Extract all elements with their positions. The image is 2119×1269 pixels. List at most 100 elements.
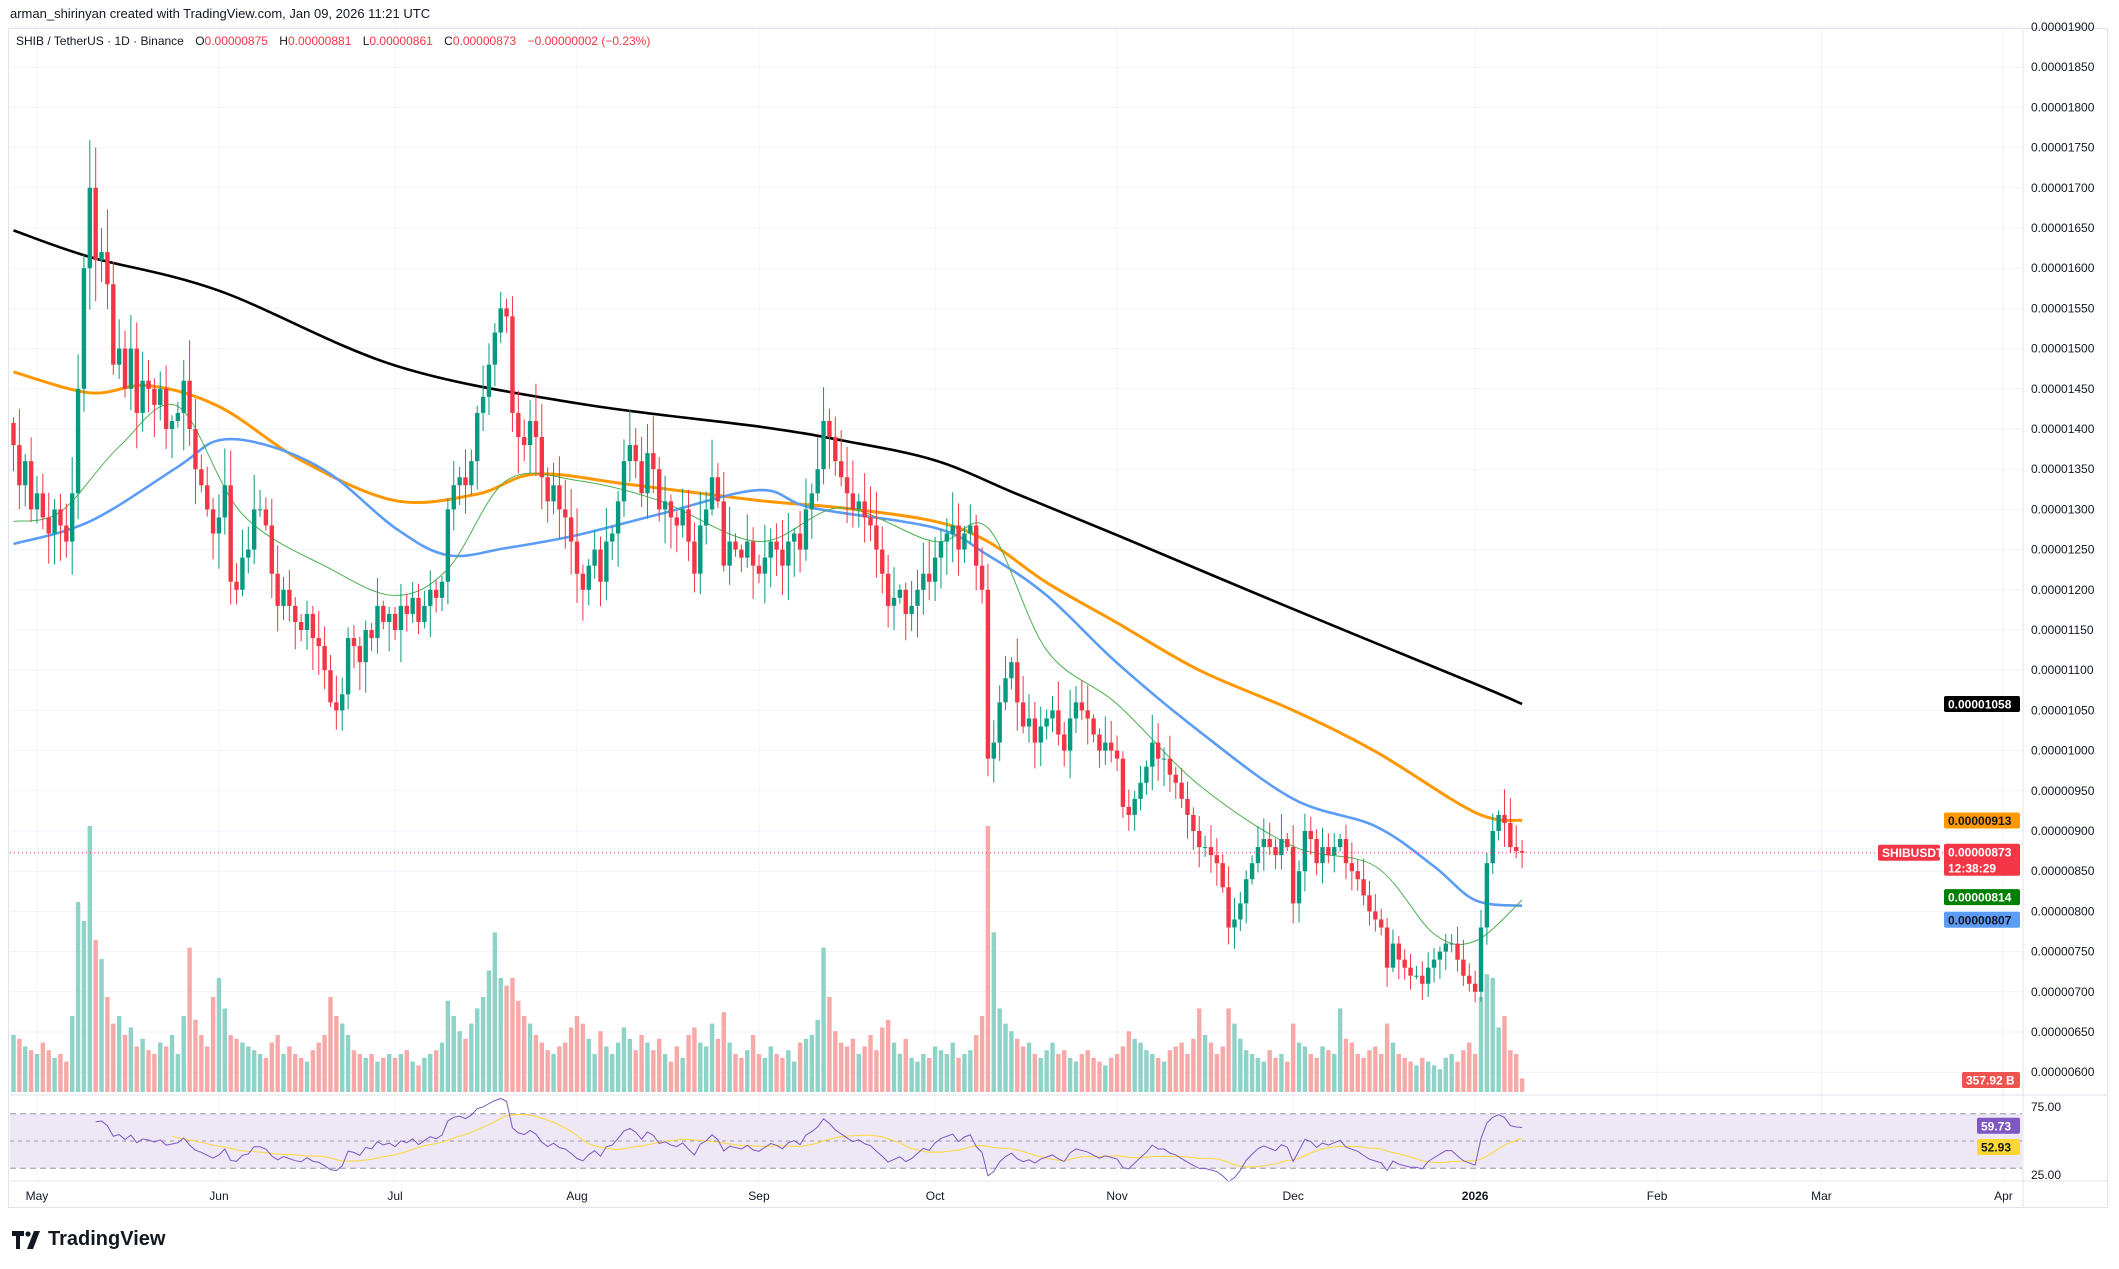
candle-body bbox=[1067, 718, 1073, 751]
candle-body bbox=[504, 308, 509, 317]
rsi-line bbox=[95, 1098, 1523, 1183]
candle-body bbox=[651, 453, 656, 470]
candle-body bbox=[1085, 710, 1090, 719]
volume-bar bbox=[1496, 1027, 1501, 1092]
rsi-ma-tag: 52.93 bbox=[1977, 1139, 2020, 1156]
candle-body bbox=[1232, 919, 1237, 928]
volume-bar bbox=[169, 1035, 175, 1092]
price-axis-label: 0.00000850 bbox=[2031, 864, 2095, 878]
price-axis-label: 0.00001900 bbox=[2031, 20, 2095, 34]
candle-body bbox=[756, 565, 762, 574]
candle-body bbox=[163, 388, 169, 429]
candle-body bbox=[40, 493, 46, 518]
candle bbox=[1067, 689, 1073, 779]
volume-bar bbox=[1226, 1008, 1231, 1092]
volume-bar bbox=[486, 970, 492, 1092]
symbol-tag: SHIBUSDT bbox=[1878, 844, 1944, 861]
candle bbox=[997, 685, 1002, 761]
ma-blue-tag-text: 0.00000807 bbox=[1948, 913, 2012, 927]
volume-bar bbox=[1361, 1057, 1366, 1092]
candle bbox=[222, 448, 228, 535]
candle-body bbox=[70, 493, 75, 542]
volume-bar bbox=[140, 1038, 145, 1092]
candle bbox=[1103, 716, 1108, 765]
volume-bar bbox=[111, 1023, 116, 1092]
close-label: C bbox=[444, 34, 453, 48]
candle bbox=[627, 409, 633, 482]
candle bbox=[927, 540, 932, 601]
candle bbox=[445, 498, 451, 605]
candle-body bbox=[75, 388, 81, 494]
candle bbox=[862, 473, 867, 543]
candle bbox=[1437, 946, 1443, 979]
volume-tag-text: 357.92 B bbox=[1966, 1074, 2015, 1088]
price-axis-label: 0.00001200 bbox=[2031, 583, 2095, 597]
candle-body bbox=[580, 573, 586, 590]
candle-body bbox=[1267, 839, 1272, 848]
candle bbox=[340, 677, 345, 731]
symbol-info[interactable]: SHIB / TetherUS · 1D · Binance bbox=[16, 34, 184, 48]
candle bbox=[310, 605, 316, 670]
volume-bar bbox=[797, 1042, 803, 1092]
time-axis-label: Aug bbox=[566, 1189, 587, 1203]
candle bbox=[1343, 824, 1349, 880]
candle bbox=[1514, 825, 1519, 859]
price-axis-label: 0.00001850 bbox=[2031, 60, 2095, 74]
candle-body bbox=[445, 509, 451, 582]
price-axis-label: 0.00000950 bbox=[2031, 784, 2095, 798]
volume-bar bbox=[698, 1042, 703, 1092]
candle bbox=[680, 488, 685, 538]
candle bbox=[721, 471, 726, 572]
symbol-tag-text: SHIBUSDT bbox=[1882, 846, 1944, 860]
volume-bar bbox=[293, 1054, 298, 1092]
tradingview-logo[interactable]: TradingView bbox=[12, 1228, 165, 1251]
volume-bar bbox=[903, 1038, 908, 1092]
candle bbox=[1308, 816, 1313, 855]
candle-body bbox=[1455, 943, 1460, 960]
candle-body bbox=[480, 396, 486, 413]
candle-body bbox=[639, 461, 644, 494]
candle bbox=[463, 449, 468, 514]
volume-bar bbox=[815, 1019, 820, 1092]
candle-body bbox=[234, 581, 239, 590]
volume-bar bbox=[210, 997, 216, 1092]
volume-bar bbox=[891, 1042, 897, 1092]
candle bbox=[1155, 723, 1161, 781]
candle bbox=[574, 508, 580, 603]
candle-body bbox=[416, 597, 421, 622]
candle bbox=[645, 423, 650, 519]
volume-bar bbox=[1097, 1061, 1102, 1092]
volume-bar bbox=[1185, 1054, 1190, 1092]
candle-body bbox=[985, 589, 991, 759]
candle bbox=[1020, 676, 1026, 734]
candle-body bbox=[251, 509, 257, 550]
candle bbox=[1379, 908, 1384, 936]
candle-body bbox=[563, 509, 568, 518]
volume-bar bbox=[533, 1035, 539, 1092]
candle-body bbox=[1420, 975, 1425, 984]
candle bbox=[786, 512, 791, 601]
candle bbox=[34, 476, 40, 524]
price-axis-label: 0.00000750 bbox=[2031, 945, 2095, 959]
volume-bar bbox=[275, 1035, 280, 1092]
volume-bar bbox=[134, 1046, 139, 1092]
candle-body bbox=[334, 702, 339, 711]
candle bbox=[1150, 714, 1155, 791]
volume-bar bbox=[1478, 997, 1484, 1092]
candle bbox=[1361, 858, 1366, 906]
volume-bar bbox=[1402, 1057, 1407, 1092]
volume-tag: 357.92 B bbox=[1962, 1072, 2020, 1088]
candle-body bbox=[662, 501, 668, 510]
volume-bar bbox=[334, 1016, 339, 1092]
candle-body bbox=[1349, 863, 1355, 872]
moving-averages bbox=[13, 229, 1523, 946]
candle bbox=[774, 523, 779, 577]
candle bbox=[1478, 909, 1484, 1002]
volume-bar bbox=[1408, 1061, 1413, 1092]
candle-body bbox=[410, 597, 415, 614]
candle-body bbox=[1402, 959, 1407, 968]
candle bbox=[891, 567, 897, 631]
candle-body bbox=[1443, 943, 1448, 952]
volume-bar bbox=[985, 826, 991, 1092]
